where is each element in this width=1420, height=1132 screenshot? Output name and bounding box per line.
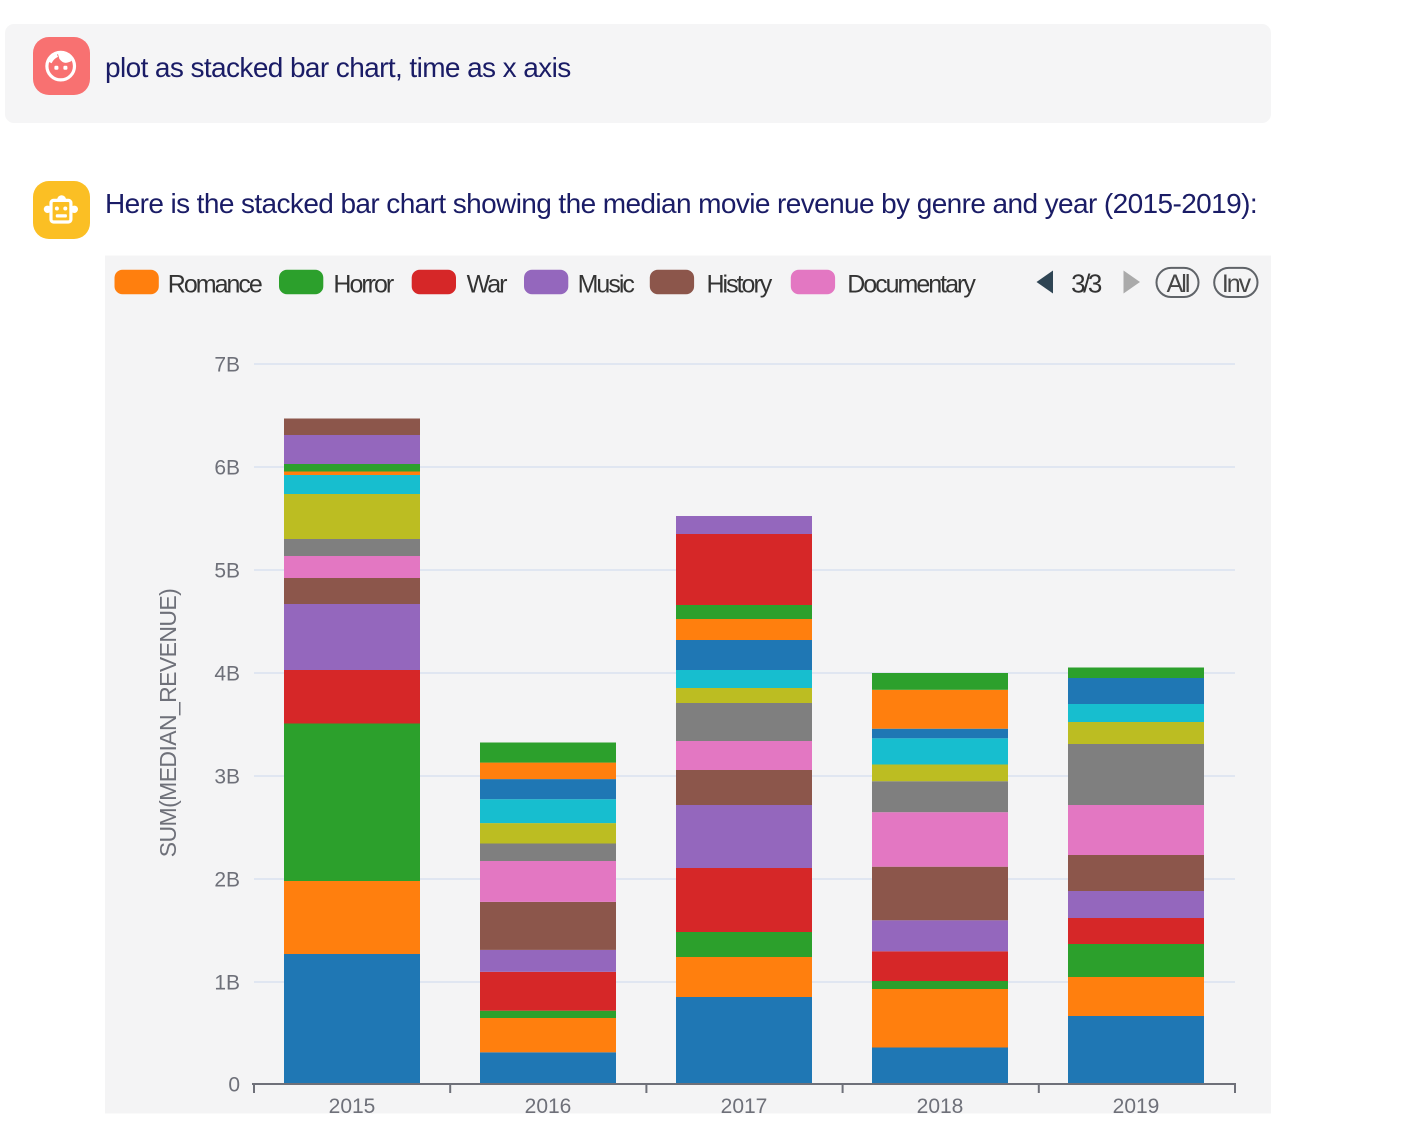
svg-text:SUM(MEDIAN_REVENUE): SUM(MEDIAN_REVENUE): [155, 589, 181, 857]
svg-text:6B: 6B: [214, 457, 240, 480]
svg-text:2B: 2B: [214, 869, 240, 892]
svg-text:7B: 7B: [214, 354, 240, 377]
svg-text:War: War: [467, 270, 508, 298]
svg-text:5B: 5B: [214, 560, 240, 583]
svg-text:3/3: 3/3: [1071, 269, 1102, 299]
svg-text:1B: 1B: [214, 972, 240, 995]
svg-text:2018: 2018: [917, 1095, 964, 1118]
svg-text:History: History: [707, 270, 773, 298]
svg-text:4B: 4B: [214, 663, 240, 686]
svg-text:2019: 2019: [1113, 1095, 1160, 1118]
svg-text:2016: 2016: [525, 1095, 572, 1118]
svg-text:Inv: Inv: [1222, 270, 1252, 298]
svg-text:Music: Music: [578, 270, 635, 298]
svg-text:3B: 3B: [214, 766, 240, 789]
svg-text:Romance: Romance: [168, 270, 262, 298]
svg-text:2015: 2015: [329, 1095, 376, 1118]
svg-text:Documentary: Documentary: [847, 270, 976, 298]
svg-text:0: 0: [228, 1074, 240, 1097]
svg-text:Horror: Horror: [333, 270, 394, 298]
svg-text:2017: 2017: [721, 1095, 768, 1118]
svg-text:All: All: [1167, 270, 1189, 298]
